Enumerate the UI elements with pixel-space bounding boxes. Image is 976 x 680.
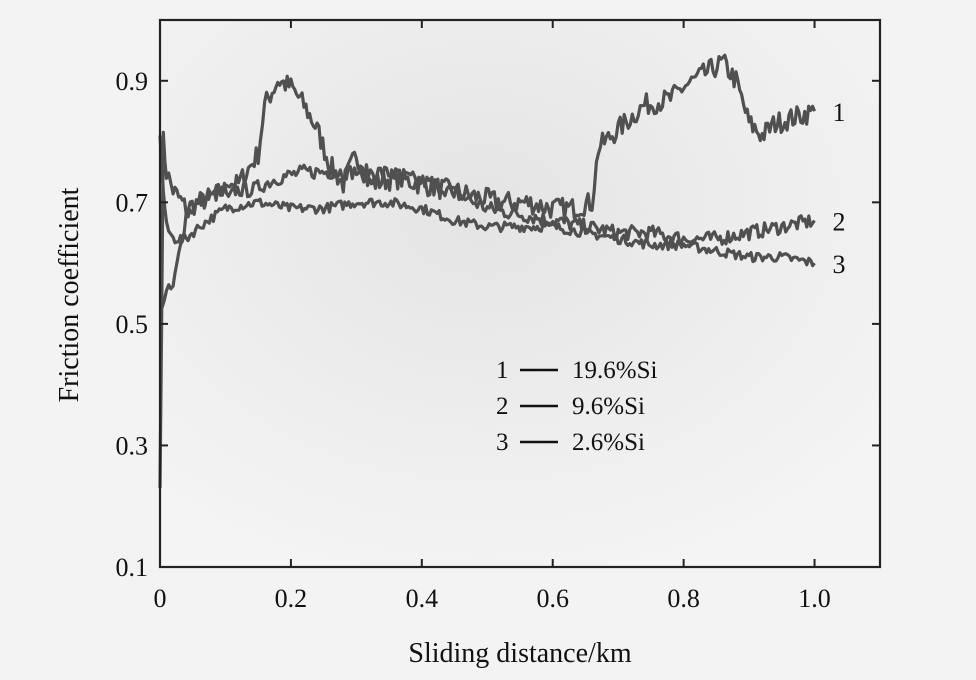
x-tick-label: 0.6 <box>536 584 569 613</box>
legend-tag-3: 3 <box>496 429 509 456</box>
legend-label-3: 2.6%Si <box>572 429 645 456</box>
x-tick-label: 0 <box>154 584 167 613</box>
plot-frame <box>158 18 882 569</box>
y-tick-label: 0.5 <box>116 310 149 339</box>
y-axis-title: Friction coefficient <box>54 187 85 402</box>
y-tick-label: 0.1 <box>116 553 149 582</box>
x-tick-label: 0.4 <box>406 584 439 613</box>
legend-label-2: 9.6%Si <box>572 393 645 420</box>
y-tick-label: 0.7 <box>116 188 149 217</box>
y-tick-label: 0.3 <box>116 431 149 460</box>
series-1-tag: 1 <box>833 98 846 127</box>
legend-label-1: 19.6%Si <box>572 357 657 384</box>
x-tick-label: 1.0 <box>798 584 831 613</box>
y-tick-label: 0.9 <box>116 67 149 96</box>
plot-background <box>160 20 880 567</box>
series-2-tag: 2 <box>833 208 846 237</box>
series-3-tag: 3 <box>833 250 846 279</box>
series-3-line <box>158 135 816 268</box>
series-tags: 1 2 3 <box>833 98 846 279</box>
legend-tag-2: 2 <box>496 393 509 420</box>
x-tick-label: 0.2 <box>275 584 308 613</box>
legend: 1 19.6%Si 2 9.6%Si 3 2.6%Si <box>496 357 657 456</box>
series-layer <box>158 53 816 489</box>
x-tick-label: 0.8 <box>667 584 700 613</box>
x-axis-title: Sliding distance/km <box>408 638 631 669</box>
series-2-line <box>159 163 816 309</box>
series-1-line <box>158 53 816 489</box>
x-axis: 0 0.2 0.4 0.6 0.8 1.0 <box>154 20 831 613</box>
y-axis: 0.1 0.3 0.5 0.7 0.9 <box>116 67 880 582</box>
legend-tag-1: 1 <box>496 357 509 384</box>
